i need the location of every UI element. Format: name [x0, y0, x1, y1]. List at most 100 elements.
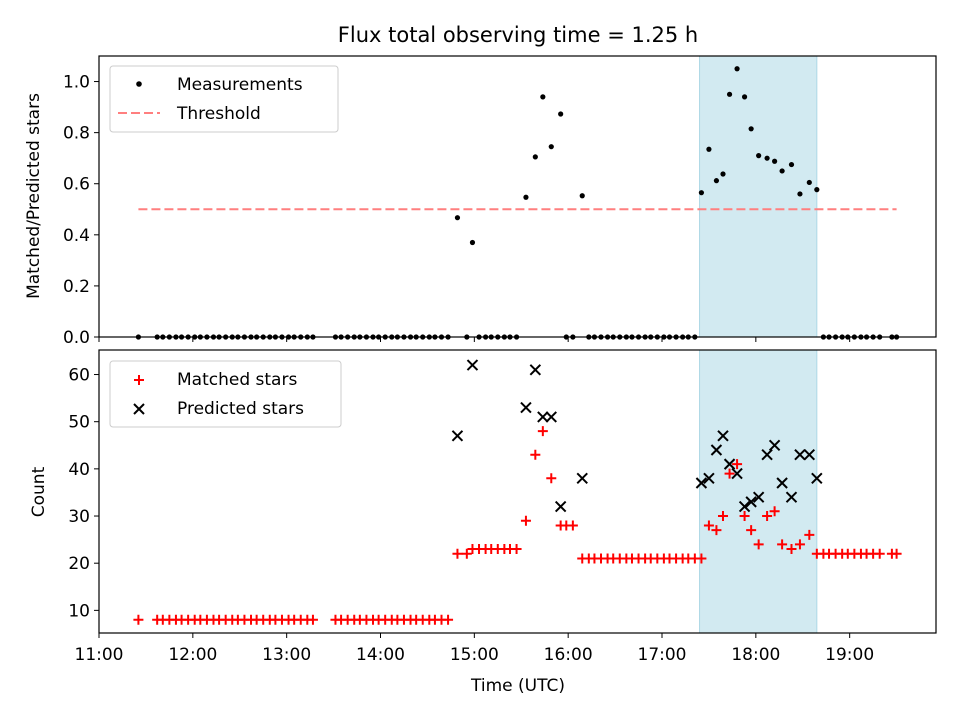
observing-window-span	[699, 349, 818, 634]
y-tick-label: 0.6	[63, 175, 90, 195]
top-x-axis-ticks	[98, 337, 851, 342]
y-tick-label: 1.0	[63, 73, 90, 93]
measurement-point	[756, 153, 762, 159]
y-tick-label: 0.4	[63, 226, 90, 246]
matched-star-marker	[511, 544, 522, 555]
matched-star-marker	[804, 529, 815, 540]
matched-star-marker	[530, 449, 541, 460]
bottom-legend-frame	[109, 360, 342, 428]
legend-measurements-label: Measurements	[177, 75, 303, 95]
predicted-star-marker	[451, 430, 464, 442]
bottom-plot-series	[133, 359, 902, 625]
measurement-point	[454, 215, 461, 221]
bottom-legend: Matched stars Predicted stars	[109, 360, 342, 428]
bottom-y-axis-ticks: 10 20 30 40 50 60	[68, 366, 99, 621]
measurement-point	[548, 144, 554, 150]
matched-star-marker	[307, 614, 318, 625]
predicted-star-marker	[466, 359, 479, 371]
x-tick-label: 17:00	[638, 645, 687, 665]
measurement-point	[734, 66, 740, 72]
predicted-star-marker	[554, 500, 567, 513]
matched-star-marker	[696, 553, 707, 564]
matched-star-marker	[762, 511, 773, 522]
measurement-point	[806, 179, 812, 186]
y-tick-label: 20	[68, 554, 90, 574]
measurement-point	[469, 239, 476, 246]
legend-predicted-label: Predicted stars	[177, 399, 304, 419]
x-tick-label: 13:00	[262, 645, 311, 665]
matched-star-marker	[777, 539, 788, 550]
matched-star-marker	[739, 511, 750, 522]
top-y-axis-ticks: 0.0 0.2 0.4 0.6 0.8 1.0	[63, 73, 99, 348]
measurement-point	[779, 168, 785, 174]
x-tick-label: 11:00	[75, 645, 124, 665]
x-tick-label: 15:00	[450, 645, 499, 665]
measurement-point	[814, 187, 820, 193]
top-y-axis-label: Matched/Predicted stars	[24, 93, 44, 299]
x-tick-label: 18:00	[731, 645, 780, 665]
predicted-star-marker	[710, 444, 723, 456]
predicted-star-marker	[695, 477, 708, 489]
x-tick-label: 12:00	[168, 645, 217, 665]
bottom-axes: 10 20 30 40 50 60 11:00 12:00 13:00 14:00 15:00 16…	[29, 349, 937, 696]
legend-predicted-marker	[133, 403, 145, 415]
observing-window-span	[699, 55, 818, 338]
matched-star-marker	[567, 520, 578, 531]
matched-star-marker	[717, 511, 728, 522]
matched-star-marker	[520, 515, 531, 526]
legend-threshold-label: Threshold	[176, 104, 261, 124]
y-tick-label: 60	[68, 366, 90, 386]
predicted-star-marker	[520, 401, 532, 414]
predicted-star-marker	[768, 439, 781, 451]
y-tick-label: 50	[68, 413, 90, 433]
top-highlight-span	[699, 55, 818, 338]
top-legend: Measurements Threshold	[109, 65, 339, 133]
predicted-star-marker	[761, 449, 773, 461]
matched-star-marker	[461, 548, 472, 559]
matched-star-marker	[891, 548, 902, 559]
matched-star-marker	[746, 525, 757, 536]
measurement-point	[772, 158, 778, 164]
measurement-point	[540, 94, 546, 100]
predicted-star-marker	[803, 449, 816, 461]
measurement-point	[558, 111, 564, 117]
measurement-point	[726, 91, 733, 97]
measurement-point	[788, 161, 795, 168]
bottom-highlight-span	[699, 349, 818, 634]
predicted-star-marker	[717, 430, 729, 442]
matched-star-marker	[753, 539, 764, 550]
matched-star-marker	[874, 548, 885, 559]
matched-star-marker	[794, 539, 805, 550]
bottom-x-axis-ticks: 11:00 12:00 13:00 14:00 15:00 16:00 17:00 18:00…	[75, 633, 874, 665]
matched-star-marker	[443, 614, 454, 625]
measurement-point	[523, 194, 529, 200]
measurement-point	[706, 146, 712, 152]
measurement-point	[720, 171, 726, 177]
y-tick-label: 0.0	[63, 328, 90, 348]
matched-star-marker	[724, 468, 735, 479]
y-tick-label: 30	[68, 507, 90, 527]
matched-star-marker	[711, 525, 722, 536]
predicted-star-marker	[811, 472, 823, 485]
bottom-y-axis-label: Count	[29, 466, 49, 517]
matched-star-marker	[537, 426, 548, 437]
predicted-star-marker	[794, 449, 806, 461]
matched-star-marker	[769, 506, 780, 517]
predicted-star-marker	[703, 472, 715, 485]
measurement-point	[698, 190, 705, 196]
y-tick-label: 10	[68, 601, 90, 621]
legend-matched-marker	[134, 375, 144, 385]
x-tick-label: 19:00	[825, 645, 874, 665]
x-tick-label: 14:00	[356, 645, 405, 665]
y-tick-label: 0.2	[63, 277, 90, 297]
predicted-star-marker	[738, 500, 751, 513]
matched-star-marker	[703, 520, 714, 531]
predicted-star-marker	[785, 491, 798, 503]
predicted-star-marker	[576, 472, 588, 485]
measurement-point	[764, 155, 770, 161]
legend-measurements-marker	[136, 81, 142, 87]
legend-matched-label: Matched stars	[177, 370, 297, 390]
top-plot-series	[135, 66, 900, 340]
top-chart-title: Flux total observing time = 1.25 h	[338, 23, 698, 47]
